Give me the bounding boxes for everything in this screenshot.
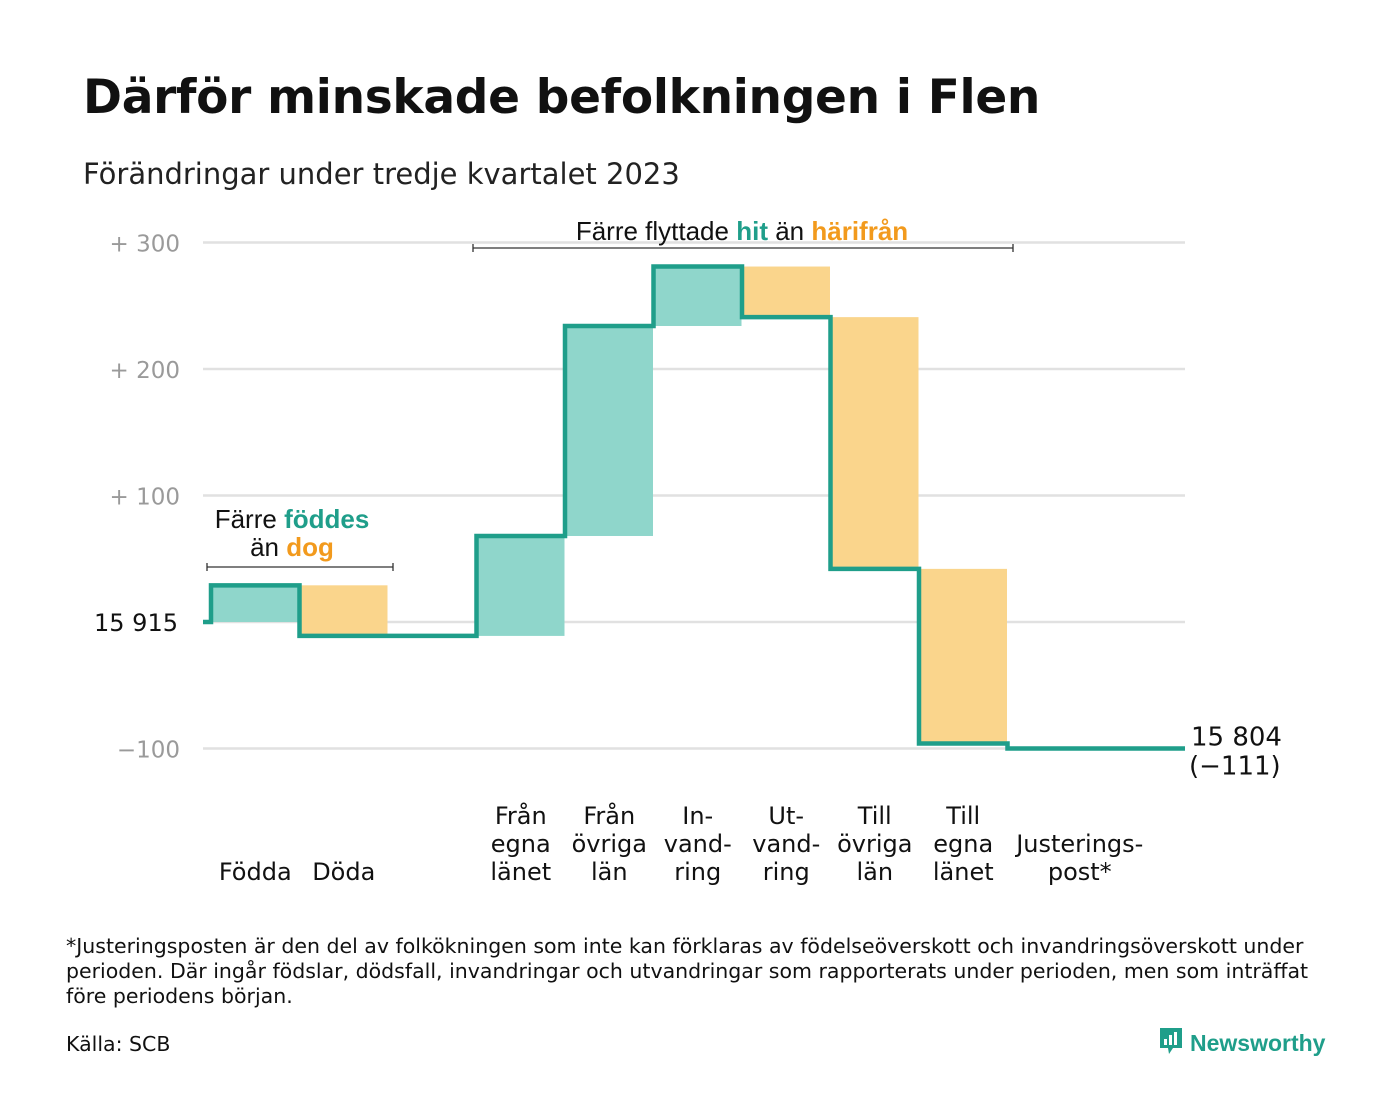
annotation-highlight-teal: hit — [736, 216, 768, 246]
x-category-label: län — [591, 858, 628, 886]
waterfall-bar — [830, 317, 919, 569]
annotation-text: Färre flyttade — [575, 216, 729, 246]
y-tick-label: + 200 — [110, 358, 180, 384]
x-category-label: län — [856, 858, 893, 886]
annotation-highlight-teal: föddes — [284, 504, 370, 534]
chart-subtitle: Förändringar under tredje kvartalet 2023 — [83, 157, 680, 191]
x-category-label: Till — [857, 802, 892, 830]
y-tick-label: + 100 — [110, 485, 180, 511]
y-tick-label: −100 — [117, 738, 180, 764]
x-category-label: Ut- — [768, 802, 804, 830]
x-category-label: In- — [682, 802, 713, 830]
annotation-text: än — [775, 216, 805, 246]
birth-annotation: Färre föddes än dog — [200, 505, 384, 561]
y-tick-label: 15 915 — [94, 609, 178, 637]
x-category-label: ring — [674, 858, 721, 886]
x-category-label: Födda — [219, 858, 292, 886]
waterfall-bar — [653, 266, 742, 326]
annotation-highlight-orange: härifrån — [811, 216, 909, 246]
x-category-label: Döda — [312, 858, 375, 886]
brand-logo[interactable]: Newsworthy — [1158, 1026, 1325, 1060]
chart-title: Därför minskade befolkningen i Flen — [83, 70, 1041, 125]
annotation-text: än — [250, 532, 280, 562]
waterfall-bar — [565, 325, 653, 536]
x-category-label: ring — [763, 858, 810, 886]
annotation-text: Färre — [214, 504, 277, 534]
x-category-label: länet — [933, 858, 994, 886]
brand-name: Newsworthy — [1190, 1029, 1326, 1056]
x-category-label: Till — [945, 802, 980, 830]
x-category-label: egna — [933, 830, 993, 858]
waterfall-bar — [211, 585, 299, 622]
x-category-label: övriga — [572, 830, 647, 858]
x-category-label: Från — [583, 801, 635, 830]
y-tick-label: + 300 — [110, 232, 180, 258]
waterfall-bar — [919, 568, 1007, 744]
x-category-label: vand- — [752, 830, 820, 858]
end-change-label: (−111) — [1189, 752, 1281, 782]
waterfall-bar — [299, 585, 388, 636]
x-category-label: Från — [495, 801, 547, 830]
x-category-label: egna — [491, 830, 551, 858]
x-category-label: övriga — [837, 830, 912, 858]
newsworthy-logo-icon — [1158, 1026, 1184, 1060]
x-category-label: vand- — [664, 830, 732, 858]
x-category-label: post* — [1048, 858, 1112, 886]
cumulative-step-line — [203, 264, 1185, 751]
waterfall-bar — [476, 535, 565, 636]
source-label: Källa: SCB — [66, 1032, 171, 1056]
footnote: *Justeringsposten är den del av folkökni… — [66, 934, 1309, 1008]
end-value-label: 15 804 — [1191, 723, 1282, 753]
migration-annotation: Färre flyttade hit än härifrån — [470, 216, 1014, 247]
waterfall-bar — [742, 266, 830, 318]
x-category-label: länet — [490, 858, 551, 886]
x-category-label: Justerings- — [1014, 830, 1143, 858]
annotation-highlight-orange: dog — [286, 532, 334, 562]
